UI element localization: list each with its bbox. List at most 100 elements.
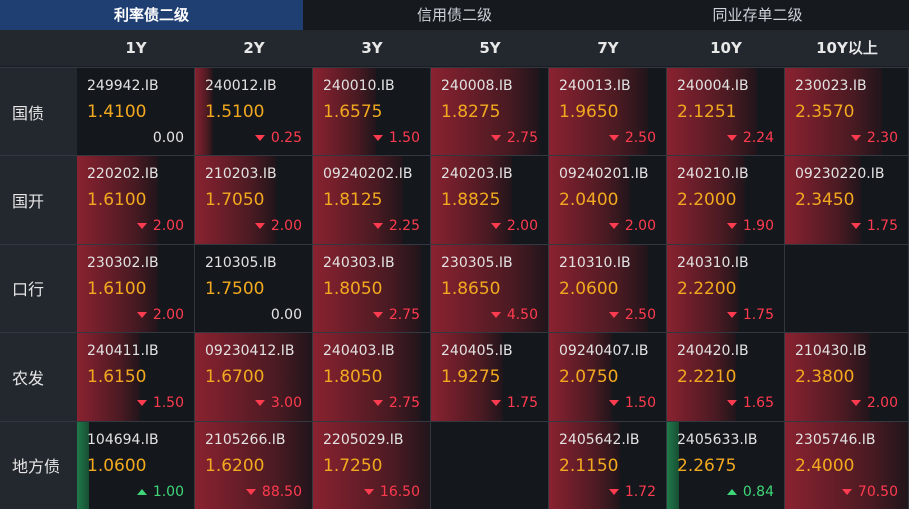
quote-cell[interactable]: 09240202.IB 1.8125 2.25 — [313, 155, 431, 244]
quote-cell[interactable]: 210430.IB 2.3800 2.00 — [785, 332, 909, 421]
bond-code: 2105266.IB — [205, 431, 286, 448]
yield: 1.9650 — [559, 102, 619, 122]
quote-cell[interactable]: 230302.IB 1.6100 2.00 — [77, 243, 195, 333]
change-arrow — [136, 488, 147, 495]
change-heat — [667, 421, 679, 509]
change-value: 0.00 — [270, 306, 302, 323]
quote-cell[interactable]: 240405.IB 1.9275 1.75 — [431, 332, 549, 421]
bond-code: 240012.IB — [205, 78, 277, 94]
quote-cell[interactable]: 210203.IB 1.7050 2.00 — [195, 155, 313, 244]
column-header: 1Y — [77, 30, 196, 66]
change-value: 2.25 — [388, 218, 420, 235]
change-value: 88.50 — [261, 483, 302, 500]
quote-cell[interactable]: 2305746.IB 2.4000 70.50 — [785, 420, 909, 509]
quote-cell[interactable]: 240004.IB 2.1251 2.24 — [667, 67, 785, 156]
quote-cell[interactable]: 2205029.IB 1.7250 16.50 — [313, 420, 431, 509]
tab-bar: 利率债二级 信用债二级 同业存单二级 — [0, 0, 909, 30]
quote-cell[interactable]: 210310.IB 2.0600 2.50 — [549, 243, 667, 333]
bond-code: 09240201.IB — [559, 166, 649, 183]
change: 2.00 — [490, 218, 538, 234]
change-value: 70.50 — [857, 483, 898, 500]
quote-cell[interactable]: 104694.IB 1.0600 1.00 — [77, 420, 195, 509]
row-label: 农发 — [0, 332, 77, 421]
quote-cell[interactable]: 09230412.IB 1.6700 3.00 — [195, 332, 313, 421]
change-arrow — [136, 223, 147, 230]
change-heat — [431, 244, 548, 333]
change-value: 1.90 — [742, 218, 774, 235]
quote-cell[interactable]: 240010.IB 1.6575 1.50 — [313, 67, 431, 156]
change: 1.72 — [608, 484, 656, 500]
quote-cell[interactable]: 2405642.IB 2.1150 1.72 — [549, 420, 667, 509]
quote-cell[interactable]: 240310.IB 2.2200 1.75 — [667, 243, 785, 333]
bond-code: 230302.IB — [87, 254, 159, 271]
bond-code: 09230220.IB — [795, 166, 885, 183]
column-header: 5Y — [431, 30, 550, 66]
tab[interactable]: 利率债二级 — [0, 0, 303, 30]
quote-cell[interactable]: 240303.IB 1.8050 2.75 — [313, 243, 431, 333]
bond-code: 240403.IB — [323, 343, 395, 360]
change-heat — [313, 333, 422, 421]
change-value: 1.65 — [742, 395, 774, 412]
change-arrow — [136, 400, 147, 407]
change: 2.00 — [136, 307, 184, 323]
change-value: 2.00 — [866, 395, 898, 412]
quote-cell[interactable]: 240403.IB 1.8050 2.75 — [313, 332, 431, 421]
quote-cell[interactable]: 210305.IB 1.7500 0.00 — [195, 243, 313, 333]
change: 1.50 — [372, 130, 420, 146]
quote-cell[interactable]: 240203.IB 1.8825 2.00 — [431, 155, 549, 244]
change-value: 1.75 — [506, 395, 538, 412]
change: 2.00 — [608, 218, 656, 234]
quote-cell[interactable]: 240013.IB 1.9650 2.50 — [549, 67, 667, 156]
tab[interactable]: 同业存单二级 — [712, 6, 803, 24]
quote-cell[interactable]: 230305.IB 1.8650 4.50 — [431, 243, 549, 333]
bond-code: 240008.IB — [441, 78, 513, 94]
change-value: 2.30 — [866, 130, 898, 146]
change-value: 4.50 — [506, 306, 538, 323]
change-arrow — [490, 400, 501, 407]
change: 0.25 — [254, 130, 302, 146]
change-value: 16.50 — [379, 483, 420, 500]
change: 0.84 — [726, 484, 774, 500]
yield: 1.8125 — [323, 190, 383, 211]
yield: 2.3570 — [795, 102, 855, 122]
quote-cell[interactable]: 09230220.IB 2.3450 1.75 — [785, 155, 909, 244]
yield: 2.3800 — [795, 367, 855, 388]
change-heat — [313, 68, 377, 156]
quote-cell[interactable]: 09240201.IB 2.0400 2.00 — [549, 155, 667, 244]
change-arrow — [254, 400, 265, 407]
quote-cell[interactable]: 2405633.IB 2.2675 0.84 — [667, 420, 785, 509]
change-value: 2.50 — [624, 130, 656, 146]
tab[interactable]: 信用债二级 — [416, 6, 492, 24]
quote-cell[interactable]: 249942.IB 1.4100 0.00 — [77, 67, 195, 156]
change-heat — [785, 156, 861, 244]
quote-cell[interactable]: 240420.IB 2.2210 1.65 — [667, 332, 785, 421]
change: 1.65 — [726, 395, 774, 412]
change-heat — [549, 68, 649, 156]
quote-cell[interactable]: 2105266.IB 1.6200 88.50 — [195, 420, 313, 509]
change-arrow — [254, 135, 265, 141]
change-arrow — [726, 135, 737, 141]
quote-cell[interactable]: 240210.IB 2.2000 1.90 — [667, 155, 785, 244]
change-value: 1.75 — [742, 306, 774, 323]
change: 2.00 — [254, 218, 302, 234]
change-heat — [667, 68, 757, 156]
column-header: 3Y — [313, 30, 432, 66]
quote-cell[interactable]: 240411.IB 1.6150 1.50 — [77, 332, 195, 421]
change-arrow — [850, 223, 861, 230]
change-value: 1.00 — [152, 483, 184, 500]
quote-cell[interactable]: 220202.IB 1.6100 2.00 — [77, 155, 195, 244]
quote-cell[interactable]: 240008.IB 1.8275 2.75 — [431, 67, 549, 156]
yield: 1.6200 — [205, 455, 265, 476]
yield: 2.0750 — [559, 367, 619, 388]
row-label: 国债 — [0, 67, 77, 156]
change-arrow — [245, 488, 256, 495]
quote-cell[interactable]: 240012.IB 1.5100 0.25 — [195, 67, 313, 156]
change-value: 0.00 — [152, 130, 184, 146]
change-arrow — [372, 311, 383, 318]
yield: 1.6700 — [205, 367, 265, 388]
yield: 2.1150 — [559, 455, 619, 476]
change-heat — [313, 156, 404, 244]
change-arrow — [850, 400, 861, 407]
quote-cell[interactable]: 09240407.IB 2.0750 1.50 — [549, 332, 667, 421]
quote-cell[interactable]: 230023.IB 2.3570 2.30 — [785, 67, 909, 156]
